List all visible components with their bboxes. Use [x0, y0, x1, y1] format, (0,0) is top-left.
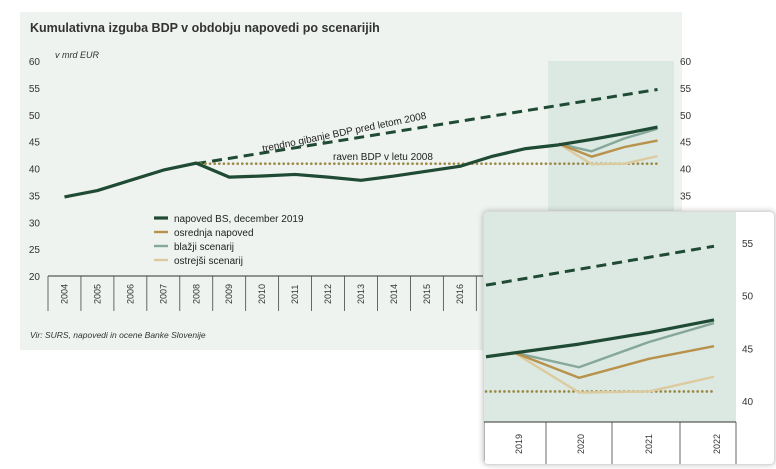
zoom-x-tick-label: 2022 [712, 434, 722, 454]
zoom-y-axis: 40 45 50 55 [742, 239, 754, 408]
source-note: Vir: SURS, napovedi in ocene Banke Slove… [30, 330, 206, 340]
zoom-x-tick-label: 2021 [644, 434, 654, 454]
y-tick-label-left: 30 [29, 218, 41, 229]
x-tick-label: 2010 [257, 284, 267, 304]
x-tick-label: 2012 [323, 284, 333, 304]
y-tick-label-right: 50 [680, 111, 692, 122]
legend-label-blazji: blažji scenarij [174, 242, 234, 253]
x-tick-label: 2016 [455, 284, 465, 304]
zoom-chart: 40 45 50 55 2019 2020 2021 2022 [484, 212, 754, 464]
legend: napoved BS, december 2019 osrednja napove… [154, 214, 304, 267]
y-tick-label-right: 60 [680, 57, 692, 68]
legend-label-ostrejsi: ostrejši scenarij [174, 256, 243, 267]
zoom-y-tick-label: 45 [742, 344, 754, 355]
x-tick-label: 2004 [59, 284, 69, 304]
zoom-series-line-osrednja [513, 345, 715, 379]
y-tick-label-left: 20 [29, 272, 41, 283]
y-tick-label-left: 50 [29, 111, 41, 122]
x-tick-label: 2015 [422, 284, 432, 304]
x-tick-label: 2007 [158, 284, 168, 304]
x-tick-label: 2008 [191, 284, 201, 304]
legend-label-osrednja: osrednja napoved [174, 228, 254, 239]
zoom-series-line-bs [485, 318, 715, 359]
y-tick-label-left: 55 [29, 84, 41, 95]
zoom-x-axis: 2019 2020 2021 2022 [484, 421, 737, 464]
y-tick-label-right: 35 [680, 191, 692, 202]
x-tick-label: 2014 [389, 284, 399, 304]
chart-title: Kumulativna izguba BDP v obdobju napoved… [30, 21, 380, 35]
zoom-x-tick-label: 2020 [576, 434, 586, 454]
x-tick-label: 2009 [224, 284, 234, 304]
y-tick-label-left: 45 [29, 138, 41, 149]
series-line-blazji [558, 127, 658, 153]
legend-label-bs: napoved BS, december 2019 [174, 214, 304, 225]
level2008-line-label: raven BDP v letu 2008 [333, 152, 433, 163]
y-axis-left: 20 25 30 35 40 45 50 55 60 [29, 57, 41, 283]
zoom-plot-lines [484, 244, 716, 394]
trend-line [196, 88, 658, 166]
y-tick-label-right: 45 [680, 138, 692, 149]
zoom-y-tick-label: 50 [742, 292, 754, 303]
series-line-bs [64, 125, 658, 199]
zoom-trend-line [485, 244, 715, 287]
y-tick-label-left: 60 [29, 57, 41, 68]
x-tick-label: 2006 [125, 284, 135, 304]
unit-label: v mrd EUR [55, 50, 100, 60]
series-line-osrednja [558, 139, 658, 158]
main-plot-lines [64, 88, 659, 199]
y-tick-label-right: 55 [680, 84, 692, 95]
y-tick-label-left: 25 [29, 245, 41, 256]
zoom-x-tick-label: 2019 [514, 434, 524, 454]
series-line-ostrejsi [558, 142, 658, 166]
x-tick-label: 2005 [92, 284, 102, 304]
zoom-inset-panel: 40 45 50 55 2019 2020 2021 2022 [483, 211, 775, 465]
zoom-series-line-ostrejsi [513, 351, 715, 394]
zoom-y-tick-label: 55 [742, 239, 754, 250]
zoom-series-line-blazji [513, 321, 715, 369]
zoom-y-tick-label: 40 [742, 397, 754, 408]
zoom-background [484, 212, 736, 422]
y-tick-label-left: 35 [29, 191, 41, 202]
y-tick-label-left: 40 [29, 165, 41, 176]
y-tick-label-right: 40 [680, 165, 692, 176]
x-tick-label: 2011 [290, 285, 300, 304]
x-tick-label: 2013 [356, 284, 366, 304]
y-axis-right: 35 40 45 50 55 60 [680, 57, 692, 202]
